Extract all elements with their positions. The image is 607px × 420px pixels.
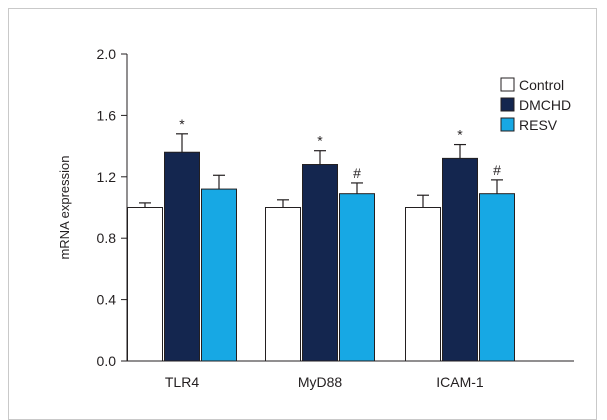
bar-series (127, 151, 515, 362)
legend-label-resv: RESV (519, 117, 558, 133)
y-axis-title: mRNA expression (57, 155, 72, 259)
legend-label-dmchd: DMCHD (519, 97, 571, 113)
y-axis-ticks: 0.0 0.4 0.8 1.2 1.6 2.0 (97, 46, 127, 369)
legend: Control DMCHD RESV (500, 77, 571, 133)
significance-markers: * * # * # (179, 116, 501, 181)
bar-dmchd-icam-1 (442, 157, 478, 362)
y-tick-label: 1.2 (97, 169, 117, 185)
x-category-label: TLR4 (165, 374, 199, 390)
significance-marker: # (353, 165, 361, 181)
bar-resv-myd88 (339, 193, 375, 362)
y-tick-label: 0.4 (97, 292, 117, 308)
y-tick-label: 2.0 (97, 46, 117, 62)
x-category-label: ICAM-1 (436, 374, 484, 390)
y-tick-label: 0.8 (97, 230, 117, 246)
bar-dmchd-tlr4 (164, 151, 200, 362)
significance-marker: * (179, 116, 185, 132)
bar-resv-tlr4 (201, 188, 237, 362)
legend-label-control: Control (519, 77, 564, 93)
significance-marker: * (457, 127, 463, 143)
legend-swatch-dmchd (500, 97, 515, 112)
error-bars (139, 133, 503, 208)
bar-control-icam-1 (405, 207, 441, 362)
y-tick-label: 1.6 (97, 107, 117, 123)
significance-marker: * (317, 133, 323, 149)
x-axis-categories: TLR4 MyD88 ICAM-1 (165, 374, 484, 390)
significance-marker: # (493, 162, 501, 178)
bar-dmchd-myd88 (302, 164, 338, 362)
bar-control-tlr4 (127, 207, 163, 362)
legend-swatch-control (500, 77, 515, 92)
legend-swatch-resv (500, 117, 515, 132)
y-tick-label: 0.0 (97, 353, 117, 369)
bar-resv-icam-1 (479, 193, 515, 362)
x-category-label: MyD88 (298, 374, 343, 390)
bar-control-myd88 (265, 207, 301, 362)
